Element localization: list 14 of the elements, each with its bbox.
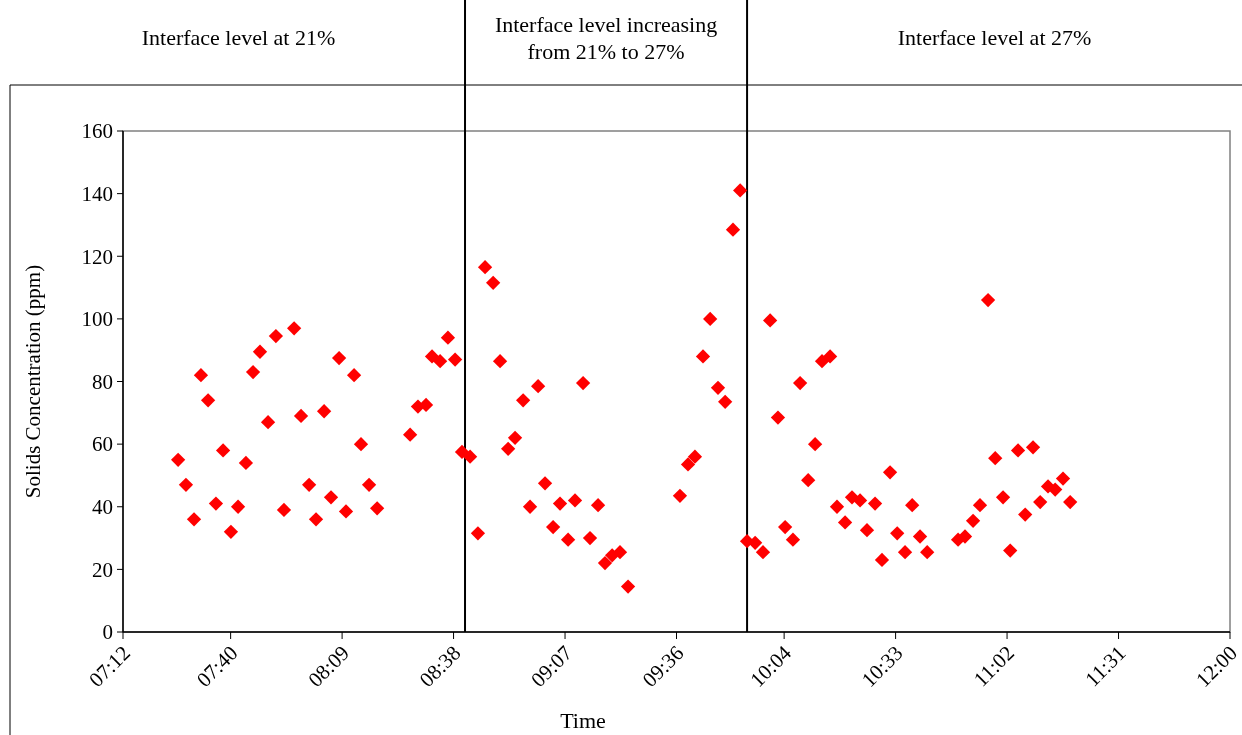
y-tick-label: 20 <box>92 557 113 582</box>
y-tick-label: 140 <box>81 181 113 206</box>
y-tick-label: 120 <box>81 244 113 269</box>
text: Interface level at 21% <box>141 25 336 50</box>
y-tick-label: 100 <box>81 307 113 332</box>
y-tick-label: 40 <box>92 495 113 520</box>
y-tick-label: 0 <box>102 620 113 645</box>
x-axis-title: Time <box>560 708 606 733</box>
y-tick-label: 80 <box>92 369 113 394</box>
y-tick-label: 60 <box>92 432 113 457</box>
text: Interface level increasing from 21% to 27% <box>494 12 718 64</box>
y-tick-label: 160 <box>81 119 113 144</box>
text: Interface level at 27% <box>897 25 1092 50</box>
y-axis-title: Solids Concentration (ppm) <box>21 264 45 499</box>
